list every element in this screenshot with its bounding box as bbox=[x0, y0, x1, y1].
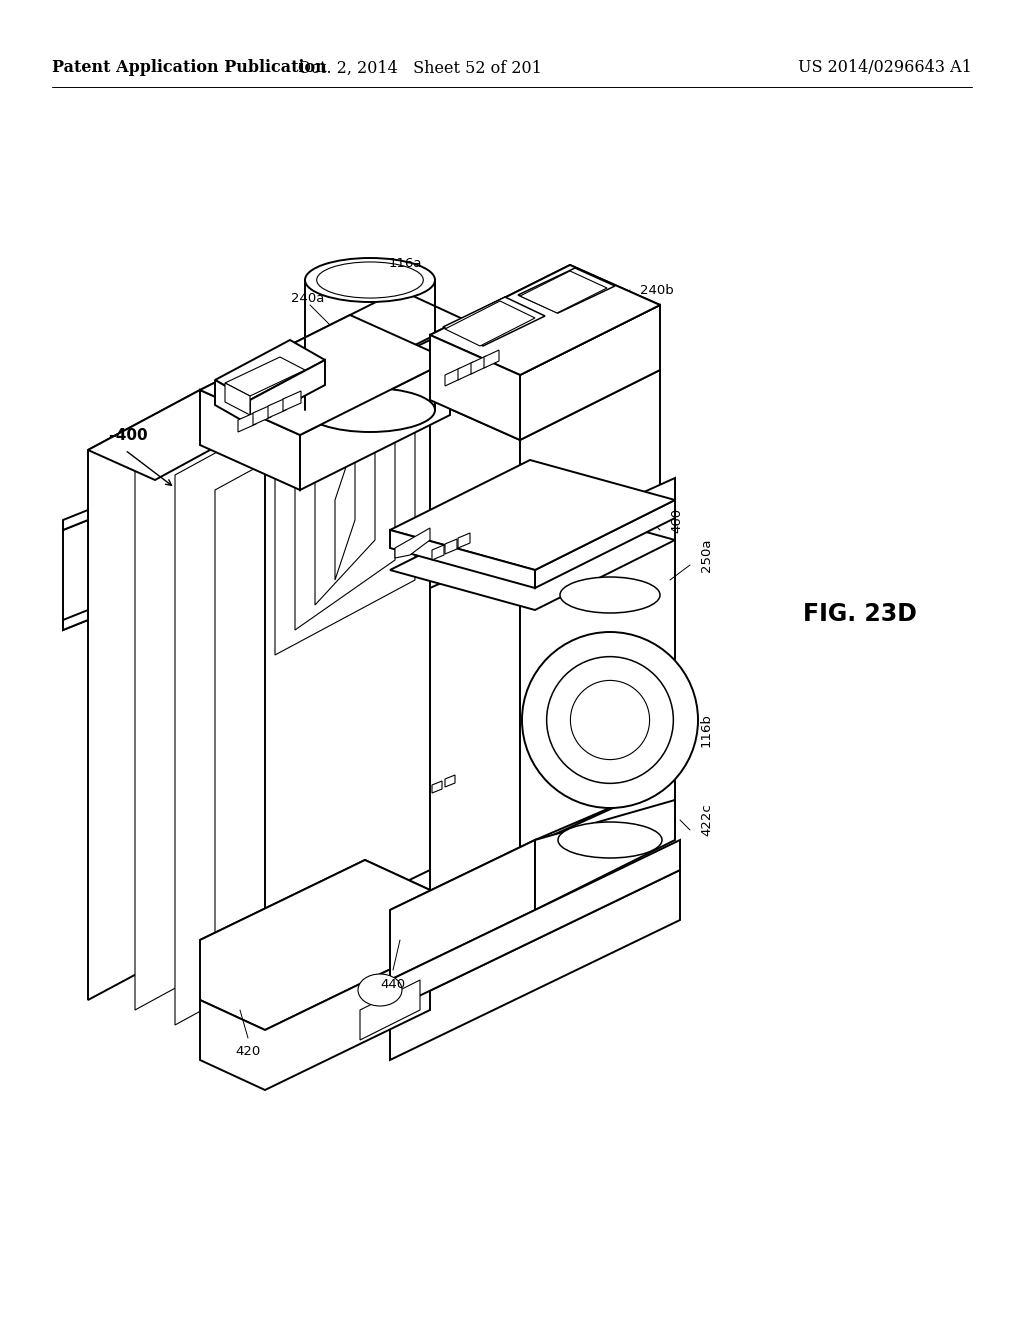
Polygon shape bbox=[390, 780, 675, 909]
Polygon shape bbox=[432, 545, 444, 560]
Polygon shape bbox=[458, 362, 473, 380]
Ellipse shape bbox=[358, 974, 402, 1006]
Ellipse shape bbox=[560, 577, 660, 612]
Polygon shape bbox=[253, 405, 271, 425]
Polygon shape bbox=[390, 840, 535, 979]
Polygon shape bbox=[390, 840, 680, 1010]
Text: 116a: 116a bbox=[388, 257, 422, 271]
Polygon shape bbox=[432, 781, 442, 793]
Polygon shape bbox=[520, 305, 660, 440]
Polygon shape bbox=[283, 391, 301, 411]
Text: FIG. 23D: FIG. 23D bbox=[803, 602, 918, 626]
Polygon shape bbox=[390, 459, 675, 570]
Polygon shape bbox=[335, 440, 355, 579]
Text: –400: –400 bbox=[108, 428, 147, 442]
Polygon shape bbox=[88, 389, 265, 480]
Polygon shape bbox=[295, 389, 395, 630]
Polygon shape bbox=[484, 350, 499, 368]
Polygon shape bbox=[200, 389, 300, 490]
Ellipse shape bbox=[522, 632, 698, 808]
Polygon shape bbox=[445, 301, 535, 346]
Ellipse shape bbox=[558, 822, 662, 858]
Polygon shape bbox=[215, 430, 325, 1040]
Polygon shape bbox=[200, 389, 265, 970]
Polygon shape bbox=[300, 360, 450, 490]
Polygon shape bbox=[135, 400, 245, 1010]
Ellipse shape bbox=[305, 388, 435, 432]
Text: Oct. 2, 2014   Sheet 52 of 201: Oct. 2, 2014 Sheet 52 of 201 bbox=[298, 59, 542, 77]
Text: Patent Application Publication: Patent Application Publication bbox=[52, 59, 327, 77]
Polygon shape bbox=[63, 520, 88, 630]
Polygon shape bbox=[520, 370, 660, 560]
Polygon shape bbox=[430, 400, 520, 560]
Polygon shape bbox=[63, 510, 88, 531]
Polygon shape bbox=[200, 315, 450, 436]
Polygon shape bbox=[360, 979, 420, 1040]
Polygon shape bbox=[535, 500, 675, 587]
Polygon shape bbox=[200, 861, 430, 970]
Polygon shape bbox=[430, 335, 520, 440]
Polygon shape bbox=[390, 870, 680, 1060]
Polygon shape bbox=[63, 610, 88, 630]
Text: 460: 460 bbox=[670, 507, 683, 532]
Polygon shape bbox=[250, 360, 325, 425]
Polygon shape bbox=[445, 368, 460, 385]
Polygon shape bbox=[445, 539, 457, 554]
Polygon shape bbox=[471, 356, 486, 374]
Polygon shape bbox=[215, 380, 250, 425]
Text: 116b: 116b bbox=[700, 713, 713, 747]
Polygon shape bbox=[245, 400, 310, 979]
Polygon shape bbox=[275, 366, 415, 655]
Ellipse shape bbox=[570, 680, 649, 759]
Polygon shape bbox=[88, 389, 200, 1001]
Polygon shape bbox=[315, 414, 375, 605]
Polygon shape bbox=[200, 950, 430, 1090]
Polygon shape bbox=[458, 533, 470, 548]
Text: 440: 440 bbox=[381, 978, 406, 991]
Ellipse shape bbox=[547, 656, 674, 783]
Polygon shape bbox=[268, 399, 286, 418]
Text: 240b: 240b bbox=[640, 284, 674, 297]
Polygon shape bbox=[430, 265, 660, 375]
Ellipse shape bbox=[305, 257, 435, 302]
Polygon shape bbox=[200, 861, 430, 1030]
Polygon shape bbox=[520, 271, 607, 313]
Text: US 2014/0296643 A1: US 2014/0296643 A1 bbox=[798, 59, 972, 77]
Polygon shape bbox=[200, 290, 465, 420]
Polygon shape bbox=[520, 478, 675, 870]
Text: 240a: 240a bbox=[291, 292, 325, 305]
Text: 422c: 422c bbox=[700, 804, 713, 837]
Ellipse shape bbox=[316, 261, 423, 298]
Polygon shape bbox=[430, 265, 660, 375]
Polygon shape bbox=[265, 341, 430, 950]
Text: 250a: 250a bbox=[700, 539, 713, 572]
Polygon shape bbox=[395, 528, 430, 558]
Text: 420: 420 bbox=[236, 1045, 261, 1059]
Polygon shape bbox=[535, 800, 675, 909]
Polygon shape bbox=[238, 412, 256, 432]
Polygon shape bbox=[518, 268, 615, 313]
Polygon shape bbox=[443, 297, 545, 346]
Polygon shape bbox=[390, 531, 535, 587]
Polygon shape bbox=[430, 548, 520, 909]
Polygon shape bbox=[175, 414, 285, 1026]
Polygon shape bbox=[390, 500, 675, 610]
Polygon shape bbox=[215, 341, 325, 400]
Polygon shape bbox=[225, 383, 250, 414]
Polygon shape bbox=[445, 775, 455, 787]
Polygon shape bbox=[225, 356, 305, 396]
